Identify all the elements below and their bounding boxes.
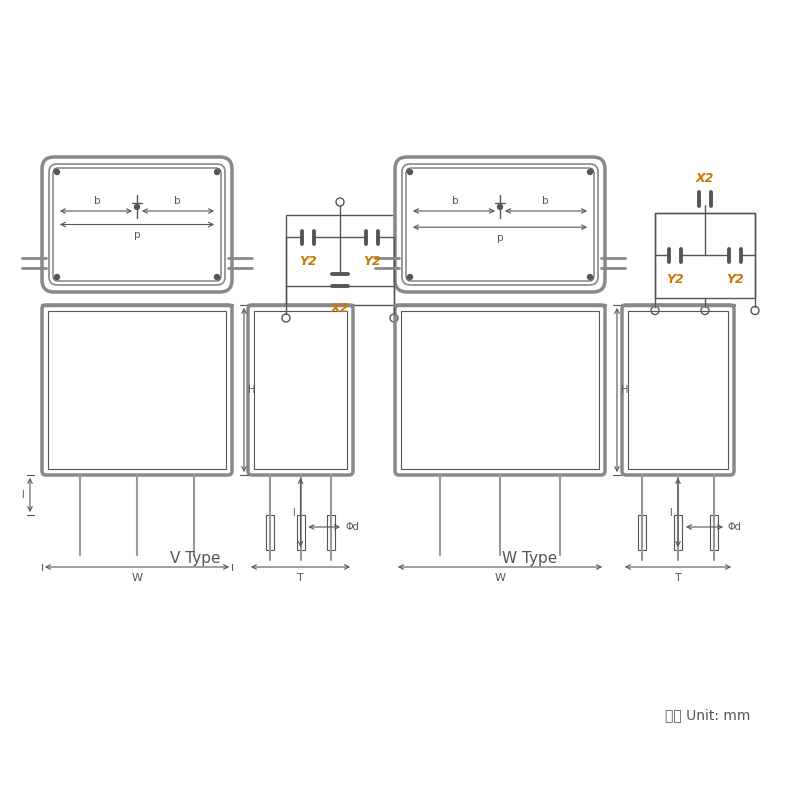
Circle shape (587, 170, 593, 174)
Circle shape (587, 274, 593, 279)
Text: W Type: W Type (502, 550, 558, 566)
Bar (401, 311, 599, 469)
Bar (674, 515, 682, 550)
Text: Y2: Y2 (666, 273, 684, 286)
Text: H: H (248, 385, 255, 395)
Text: b: b (542, 196, 548, 206)
Text: Y2: Y2 (363, 255, 381, 268)
Text: X2: X2 (331, 302, 349, 315)
Text: Φd: Φd (345, 522, 358, 532)
Bar (655, 213, 755, 298)
Text: l: l (22, 490, 24, 500)
Circle shape (134, 205, 139, 210)
Bar (48, 311, 226, 469)
Text: X2: X2 (696, 171, 714, 185)
Text: b: b (174, 196, 180, 206)
Bar (628, 311, 728, 469)
Text: l: l (670, 507, 672, 518)
Text: b: b (94, 196, 100, 206)
Circle shape (498, 205, 502, 210)
Text: T: T (297, 573, 304, 583)
Bar (254, 311, 347, 469)
Circle shape (214, 170, 219, 174)
Bar (297, 515, 305, 550)
Text: Y2: Y2 (299, 255, 317, 268)
Bar (266, 515, 274, 550)
Text: Y2: Y2 (726, 273, 744, 286)
Bar (638, 515, 646, 550)
Text: b: b (452, 196, 458, 206)
Bar (710, 515, 718, 550)
Circle shape (54, 170, 59, 174)
Circle shape (214, 274, 219, 279)
Text: W: W (131, 573, 142, 583)
Text: V Type: V Type (170, 550, 220, 566)
Text: Φd: Φd (728, 522, 742, 532)
Bar (286, 215, 394, 305)
Text: p: p (134, 230, 140, 241)
Text: T: T (674, 573, 682, 583)
Bar (327, 515, 335, 550)
Circle shape (407, 170, 413, 174)
Text: H: H (621, 385, 628, 395)
Text: 单位 Unit: mm: 单位 Unit: mm (665, 708, 750, 722)
Circle shape (54, 274, 59, 279)
Text: l: l (292, 507, 294, 518)
Text: W: W (494, 573, 506, 583)
Circle shape (407, 274, 413, 279)
Text: p: p (497, 234, 503, 243)
